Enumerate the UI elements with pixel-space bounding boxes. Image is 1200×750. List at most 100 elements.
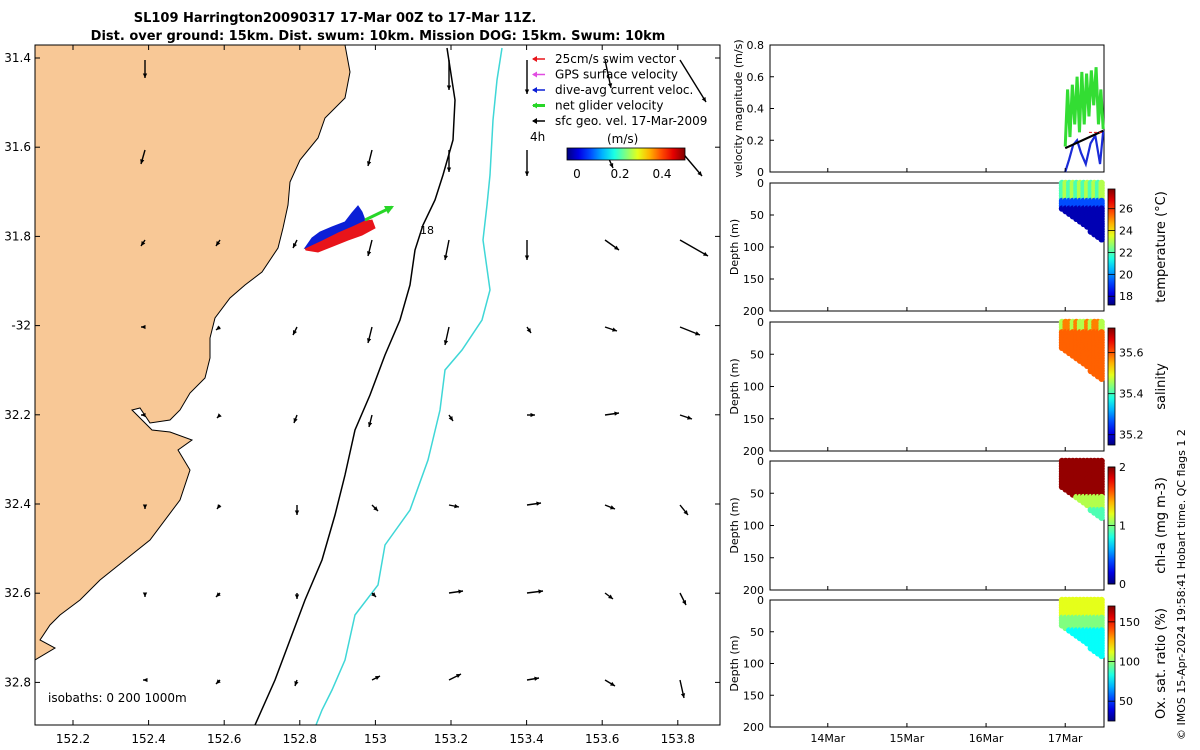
oxygen-cbar-label: Ox. sat. ratio (%) [1154, 608, 1169, 719]
surface-velocity-arrow [448, 414, 454, 422]
chla-point [1098, 514, 1105, 521]
salinity-cbar-tick: 35.6 [1119, 347, 1144, 360]
surface-velocity-arrow [448, 589, 464, 594]
surface-velocity-arrow [526, 501, 542, 506]
map-xtick-label: 153.2 [434, 732, 468, 746]
temperature-cbar-tick: 26 [1119, 203, 1133, 216]
surface-velocity-arrow [446, 150, 452, 172]
salinity-ytick: 0 [757, 316, 764, 329]
map-panel: 18 isobaths: 0 200 1000m 152.2 152.4 152.6… [4, 44, 721, 746]
legend-entry: net glider velocity [532, 99, 663, 113]
time-tick-label: 17Mar [1048, 732, 1083, 745]
map-ytick-label: 32.8 [4, 675, 31, 689]
oxygen-ylabel: Depth (m) [728, 635, 741, 691]
chla-ytick: 200 [743, 584, 764, 597]
velocity-series-line [1064, 129, 1104, 150]
oxygen-ytick: 100 [743, 658, 764, 671]
surface-velocity-arrow [366, 239, 373, 257]
surface-velocity-arrow [294, 593, 300, 599]
map-ytick-label: 31.8 [4, 229, 31, 243]
chla-ylabel: Depth (m) [728, 497, 741, 553]
oxygen-scatter [1058, 596, 1105, 660]
velocity-series-line [1063, 67, 1105, 147]
temperature-cbar-label: temperature (°C) [1154, 191, 1169, 303]
oxygen-cbar-tick: 100 [1119, 656, 1140, 669]
surface-velocity-arrow [443, 239, 450, 261]
chla-scatter [1058, 457, 1105, 521]
salinity-ytick: 200 [743, 445, 764, 458]
surface-velocity-arrow [604, 592, 614, 600]
oxygen-colorbar [1107, 605, 1116, 722]
chla-cbar-tick: 0 [1119, 578, 1126, 591]
map-y-ticks: 31.4 31.6 31.8 -32 32.2 32.4 32.6 32.8 [4, 51, 720, 689]
surface-velocity-arrow [446, 60, 452, 90]
legend-entry: GPS surface velocity [532, 68, 678, 82]
surface-velocity-arrow [524, 60, 530, 94]
surface-velocity-arrow [371, 675, 381, 681]
surface-velocity-arrow [679, 59, 707, 103]
velocity-series-line [1064, 130, 1105, 173]
surface-velocity-arrow [448, 673, 462, 681]
temperature-point [1098, 236, 1105, 243]
surface-velocity-arrow [371, 592, 377, 598]
map-xtick-label: 153 [364, 732, 387, 746]
temperature-ytick: 0 [757, 177, 764, 190]
land-mass [35, 45, 351, 725]
map-ytick-label: -32 [11, 319, 31, 333]
legend-label: net glider velocity [555, 99, 663, 113]
oxygen-ytick: 0 [757, 594, 764, 607]
glider-track [303, 205, 394, 253]
surface-velocity-arrow [292, 239, 298, 249]
map-xtick-label: 152.6 [207, 732, 241, 746]
map-ytick-label: 32.4 [4, 497, 31, 511]
surface-velocity-arrow [679, 504, 689, 516]
oxygen-panel: 0 50 100 150 200 Depth (m) 50 100 150 Ox. sat. ra… [728, 594, 1169, 734]
surface-velocity-arrow [448, 503, 460, 509]
oxygen-ytick: 150 [743, 689, 764, 702]
salinity-ytick: 150 [743, 413, 764, 426]
surface-velocity-arrow [294, 679, 299, 687]
surface-velocity-arrow [526, 589, 544, 594]
surface-velocity-arrow [215, 592, 221, 598]
surface-velocity-arrow [140, 149, 146, 165]
chla-cbar-label: chl-a (mg m-3) [1154, 477, 1169, 574]
surface-velocity-arrow [524, 150, 530, 176]
temperature-ylabel: Depth (m) [728, 219, 741, 275]
salinity-cbar-label: salinity [1154, 363, 1169, 410]
net-velocity-arrowhead [384, 206, 394, 214]
temperature-ytick: 150 [743, 273, 764, 286]
surface-velocity-arrow [216, 413, 222, 419]
surface-velocity-arrow [216, 504, 222, 510]
surface-velocity-arrow [367, 414, 373, 428]
velocity-ytick: 0 [757, 166, 764, 179]
surface-velocity-vectors [140, 59, 709, 699]
dive-avg-current-vectors [303, 205, 366, 250]
temperature-cbar-tick: 22 [1119, 246, 1133, 259]
map-legend: 25cm/s swim vector GPS surface velocitydi… [530, 52, 707, 181]
legend-entry: sfc geo. vel. 17-Mar-2009 [532, 114, 707, 128]
velocity-ylabel: velocity magnitude (m/s) [732, 39, 745, 177]
salinity-colorbar [1107, 327, 1116, 446]
salinity-ytick: 50 [750, 348, 764, 361]
colorbar-tick-0: 0 [573, 167, 581, 181]
temperature-cbar-tick: 18 [1119, 290, 1133, 303]
time-tick-label: 16Mar [969, 732, 1004, 745]
map-ytick-label: 31.6 [4, 140, 31, 154]
chla-ytick: 50 [750, 487, 764, 500]
surface-velocity-arrow [524, 240, 530, 260]
surface-velocity-arrow [604, 326, 618, 332]
surface-velocity-arrow [679, 326, 701, 336]
map-frame [34, 44, 721, 726]
velocity-ytick: 0.2 [747, 134, 765, 147]
legend-entry: 25cm/s swim vector [532, 52, 676, 66]
legend-label: GPS surface velocity [555, 68, 678, 82]
time-tick-label: 15Mar [890, 732, 925, 745]
chla-ytick: 0 [757, 455, 764, 468]
temperature-ytick: 100 [743, 241, 764, 254]
map-xtick-label: 153.4 [509, 732, 543, 746]
chla-cbar-tick: 1 [1119, 520, 1126, 533]
temperature-panel: 0 50 100 150 200 Depth (m) 18 20 22 24 26 temperatu… [728, 177, 1169, 318]
map-x-ticks: 152.2 152.4 152.6 152.8 153 153.2 153.4 153.6 15… [56, 45, 695, 746]
surface-velocity-arrow [604, 504, 616, 510]
